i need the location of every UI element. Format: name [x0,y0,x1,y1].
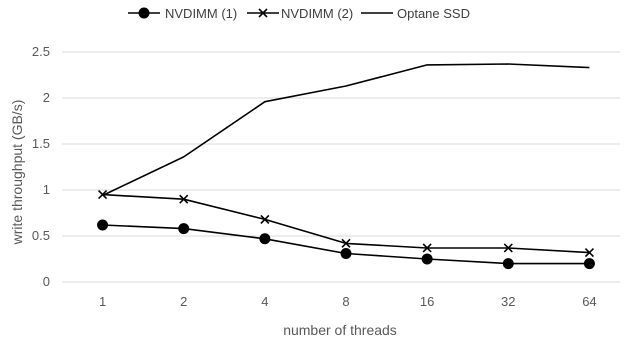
data-point-x [503,243,513,253]
y-tick-label: 1 [43,182,50,197]
y-tick-label: 2 [43,90,50,105]
data-point-x-stroke [260,214,270,225]
data-point-x [584,247,594,258]
legend-label: NVDIMM (2) [281,6,353,21]
data-point-x-stroke [503,243,513,253]
x-tick-label: 1 [99,294,106,309]
y-axis-title: write throughput (GB/s) [9,100,25,246]
legend-label: Optane SSD [397,6,470,21]
data-point-x [179,194,189,204]
y-tick-labels: 0 0.5 1 1.5 2 2.5 [32,44,50,289]
data-point-circle [340,247,352,259]
y-tick-label: 1.5 [32,136,50,151]
legend-item: Optane SSD [361,6,470,21]
data-point-circle [97,219,109,231]
data-point-x-stroke [98,190,108,200]
legend: NVDIMM (1) NVDIMM (2) Optane SSD [128,6,470,21]
data-point-x [341,238,351,248]
data-point-x-stroke [179,194,189,204]
data-point-circle [178,223,190,235]
data-point-x [98,190,108,200]
y-tick-label: 2.5 [32,44,50,59]
x-tick-label: 4 [261,294,268,309]
x-tick-label: 8 [342,294,349,309]
x-tick-labels: 1 2 4 8 16 32 64 [99,294,597,309]
data-point-x-stroke [341,238,351,248]
data-point-x-stroke [584,247,594,258]
data-point-x [260,214,270,225]
data-point-circle [421,253,433,265]
legend-marker-circle [138,7,150,19]
y-tick-label: 0.5 [32,228,50,243]
data-point-x [422,243,432,253]
x-tick-label: 16 [420,294,434,309]
data-point-circle [259,233,271,245]
legend-label: NVDIMM (1) [165,6,237,21]
gridlines [62,51,620,283]
data-point-circle [583,258,595,270]
legend-item: NVDIMM (1) [128,6,237,21]
x-tick-label: 2 [180,294,187,309]
x-tick-label: 32 [501,294,515,309]
y-tick-label: 0 [43,274,50,289]
x-tick-label: 64 [582,294,596,309]
legend-marker-x [258,8,268,18]
legend-item: NVDIMM (2) [247,6,353,21]
data-point-x-stroke [422,243,432,253]
series-markers [97,190,595,270]
x-axis-title: number of threads [283,322,397,338]
series-lines [102,63,590,265]
series-line-2 [102,63,590,197]
data-point-circle [502,258,514,270]
